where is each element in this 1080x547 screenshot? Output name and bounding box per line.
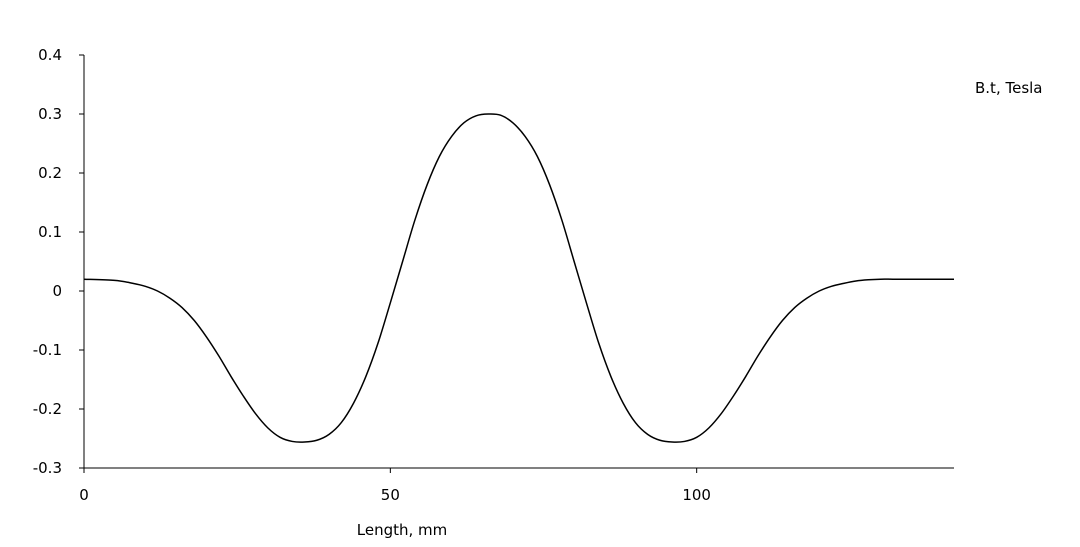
x-axis-label: Length, mm xyxy=(357,521,448,539)
y-tick-label: -0.2 xyxy=(33,400,62,418)
y-tick-label: -0.1 xyxy=(33,341,62,359)
y-tick-label: 0.3 xyxy=(38,105,62,123)
y-tick-label: 0.4 xyxy=(38,46,62,64)
y-tick-label: 0.2 xyxy=(38,164,62,182)
x-tick-label: 0 xyxy=(79,486,89,504)
x-tick-label: 100 xyxy=(682,486,711,504)
y-axis-ticks: 0.4 0.3 0.2 0.1 0 -0.1 -0.2 -0.3 xyxy=(33,46,84,477)
y-tick-label: 0.1 xyxy=(38,223,62,241)
y-tick-label: 0 xyxy=(52,282,62,300)
x-axis-ticks: 0 50 100 xyxy=(79,468,711,504)
y-axis-label: B.t, Tesla xyxy=(975,79,1043,97)
series-line xyxy=(83,113,954,443)
y-tick-label: -0.3 xyxy=(33,459,62,477)
x-tick-label: 50 xyxy=(381,486,400,504)
